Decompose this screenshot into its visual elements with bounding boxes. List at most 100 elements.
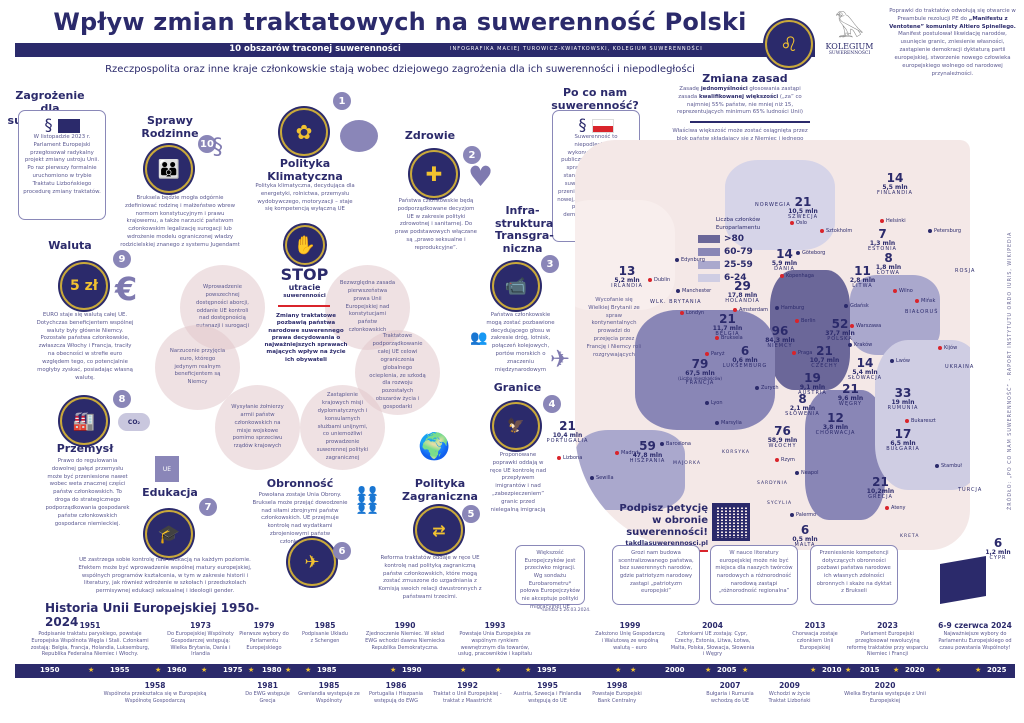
country-label-estonia: 7 1,3 mln ESTONIA [868, 227, 897, 252]
country-label-greece: 21 10,2mln GRECJA [866, 475, 895, 500]
area-9-number: 9 [113, 250, 131, 268]
country-label-czechia: 21 10,7 mln CZECHY [809, 344, 840, 369]
event-top: 2004 Członkami UE zostają: Cypr, Czechy, … [670, 621, 755, 658]
capital-paris: Paryż [705, 351, 725, 357]
subtitle: 10 obszarów traconej suwerenności [229, 44, 401, 54]
country-label-romania: 33 19 mln RUMUNIA [887, 386, 919, 411]
region-turkey: TURCJA [958, 487, 983, 493]
capital-amsterdam: Amsterdam [733, 307, 768, 313]
soldiers-icon: 👤👤 👤👤 👤👤 [356, 487, 379, 515]
cctv-camera-icon: 📹 [492, 262, 540, 310]
region-norway: NORWEGIA [755, 202, 791, 208]
area-5-number: 5 [462, 505, 480, 523]
note-centralization: Grozi nam budowa scentralizowanego państ… [612, 545, 700, 605]
bubble-climate: Traktatowe podporządkowanie całej UE cel… [355, 330, 440, 415]
event-bottom: 1981 Do EWG wstępuje Grecja [245, 681, 290, 704]
capital-kyiv: Kijów [938, 345, 957, 351]
area-2-text: Państwa członkowskie będą podporządkowan… [395, 198, 477, 251]
fighter-jets-icon: ✈ [288, 538, 336, 586]
city-petersburg: Petersburg [928, 228, 961, 234]
capital-berlin: Berlin [795, 318, 816, 324]
event-bottom: 1985 Grenlandia występuje ze Wspólnoty [298, 681, 360, 704]
poland-arrows-icon: ⇄ [415, 506, 463, 554]
region-sicily: SYCYLIA [767, 501, 793, 506]
eagle-column-icon: 𓅃 [835, 14, 864, 44]
rules-p1: Zasadę jednomyślności głosowania zastąpi… [677, 86, 803, 116]
petition-url[interactable]: takdlasuwerennosci.pl [625, 539, 708, 547]
capital-london: Londyn [680, 310, 704, 316]
city-goteborg: Göteborg [796, 250, 825, 256]
map-france [635, 310, 775, 430]
capital-rome: Rzym [775, 457, 795, 463]
map-germany [770, 270, 850, 390]
event-bottom: 2007 Bułgaria i Rumunia wchodzą do UE [706, 681, 754, 704]
city-hamburg: Hamburg [775, 305, 804, 311]
country-label-portugal: 21 10,4 mln PORTUGALIA [546, 419, 589, 444]
country-label-slovenia: 8 2,1 mln SŁOWENIA [785, 392, 820, 417]
capital-vilnius: Wilno [893, 288, 913, 294]
country-label-belgium: 21 11,7 mln BELGIA [712, 312, 743, 337]
area-8-number: 8 [113, 390, 131, 408]
ballot-box-icon [940, 555, 986, 605]
event-bottom: 2009 Wchodzi w życie Traktat Lizboński [768, 681, 811, 704]
graduates-icon: 🎓 [145, 510, 193, 558]
country-label-finland: 14 5,5 mln FINLANDIA [877, 171, 913, 196]
uk-note: Wycofanie się Wielkiej Brytanii ze spraw… [586, 297, 642, 358]
area-8-title: Przemysł [56, 442, 114, 455]
area-4-number: 4 [543, 395, 561, 413]
family-paragraph-icon: § [212, 135, 223, 160]
qr-code-icon[interactable] [712, 503, 750, 541]
capital-lisbon: Lizbona [557, 455, 582, 461]
area-2-title: Zdrowie [404, 129, 456, 142]
area-1-number: 1 [333, 92, 351, 110]
area-4-text: Proponowane poprawki oddają w ręce UE ko… [489, 452, 547, 513]
area-6-text: Powołana zostaje Unia Obrony. Bruksela m… [252, 492, 348, 545]
area-8-text: Prawo do regulowania dowolnej gałęzi prz… [45, 458, 130, 527]
eagle-border-icon: 🦅 [492, 402, 540, 450]
landscape-icon [340, 120, 378, 152]
area-9-title: Waluta [48, 239, 92, 252]
history-title: Historia Unii Europejskiej 1950-2024 [45, 601, 260, 629]
region-russia: ROSJA [955, 268, 976, 274]
capital-oslo: Oslo [790, 220, 807, 226]
region-ukraine: UKRAINA [945, 364, 975, 370]
country-label-netherlands: 29 17,8 mln HOLANDIA [725, 279, 760, 304]
country-label-italy: 76 58,9 mln WŁOCHY [767, 424, 798, 449]
country-label-croatia: 12 3,8 mln CHORWACJA [815, 411, 856, 436]
country-label-lithuania: 11 2,8 mln LITWA [849, 264, 876, 289]
capital-minsk: Mińsk [915, 298, 935, 304]
capital-stockholm: Sztokholm [820, 228, 852, 234]
legend-swatch [698, 235, 720, 244]
area-2-number: 2 [463, 146, 481, 164]
event-top: 1999 Założono Unię Gospodarczą i Walutową… [595, 621, 665, 651]
city-istanbul: Stambuł [935, 463, 962, 469]
family-icon: 👪 [145, 145, 193, 193]
capital-madrid: Madryt [615, 450, 639, 456]
city-manchester: Manchester [676, 288, 711, 294]
capital-copenhagen: Kopenhaga [780, 273, 814, 279]
sunflower-icon: ✿ [280, 108, 328, 156]
globe-icon: 🌍 [418, 432, 451, 462]
region-belarus: BIAŁORUŚ [905, 309, 939, 315]
country-label-denmark: 14 5,9 mln DANIA [771, 247, 798, 272]
legend-swatch [698, 274, 720, 283]
area-1-title: Polityka Klimatyczna [267, 157, 343, 183]
petition-line2: w obronie suwerenności! [626, 515, 708, 538]
legend-swatch [698, 261, 720, 270]
area-4-title: Granice [493, 381, 542, 394]
event-bottom: 1998 Powstaje Europejski Bank Centralny [592, 681, 642, 704]
event-top: 2023 Parlament Europejski przegłosował re… [846, 621, 929, 658]
event-top: 1979 Pierwsze wybory do Parlamentu Europe… [239, 621, 289, 651]
city-lwow: Lwów [890, 358, 910, 364]
city-gdansk: Gdańsk [844, 303, 869, 309]
event-bottom: 1995 Austria, Szwecja i Finlandia wstępuj… [513, 681, 582, 704]
airplane-icon: ✈ [550, 345, 571, 373]
area-3-title: Infra-struktura Transgra-niczna [495, 204, 554, 255]
area-6-number: 6 [333, 542, 351, 560]
city-krakow: Kraków [848, 342, 872, 348]
country-label-malta: 6 0,5 mln MALTA [792, 523, 818, 548]
city-edinburgh: Edynburg [675, 257, 705, 263]
bubble-diplomacy: Zastąpienie krajowych misji dyplomatyczn… [300, 385, 385, 470]
event-top: 1990 Zjednoczenie Niemiec. W skład EWG wc… [365, 621, 445, 651]
map-legend: Liczba członków Europarlamentu >80 60-79… [698, 217, 778, 285]
